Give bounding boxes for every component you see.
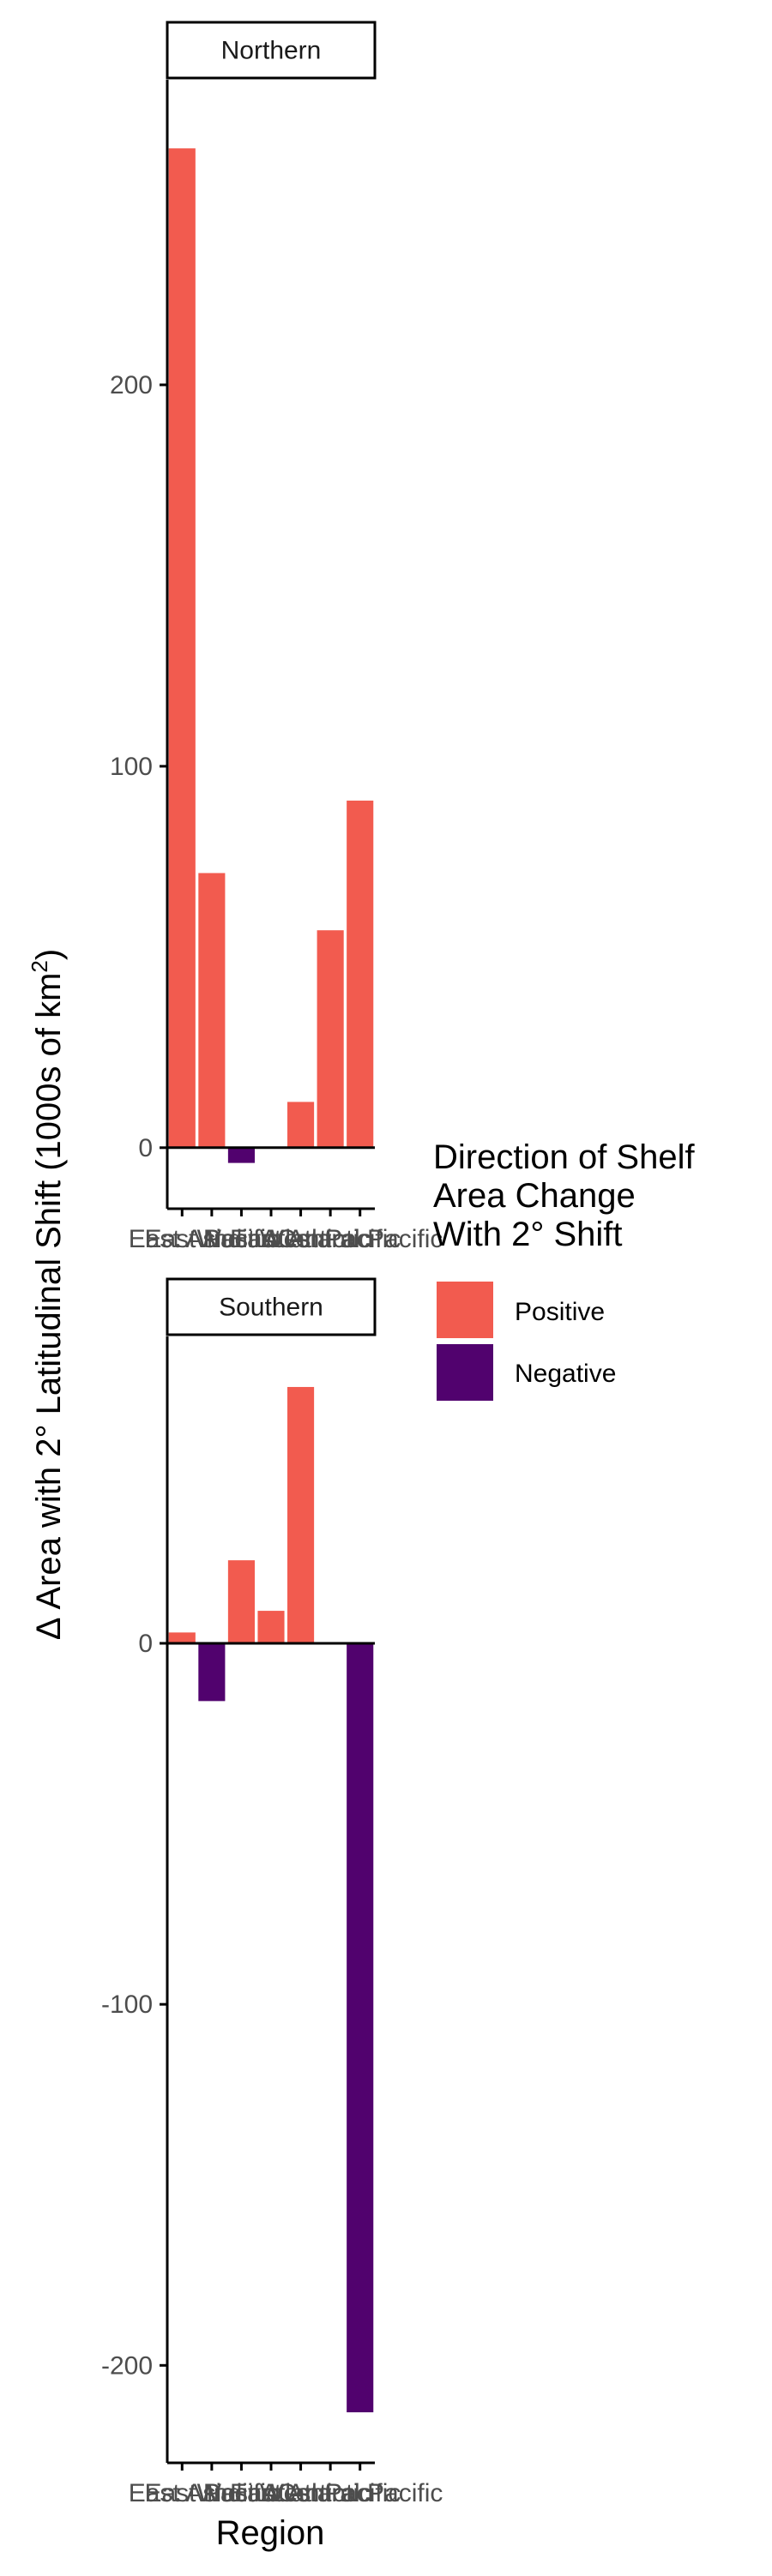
x-tick-label: East Asia bbox=[129, 1225, 236, 1253]
x-tick-label: West Pacific bbox=[260, 1225, 401, 1253]
facet-strip bbox=[166, 1277, 377, 1336]
x-tick-label: East Atlantic bbox=[230, 2479, 371, 2507]
x-tick-label: West Atlantic bbox=[197, 2479, 346, 2507]
y-axis-title-text: Δ Area with 2° Latitudinal Shift (1000s … bbox=[27, 949, 68, 1640]
bar-northern-4 bbox=[287, 1102, 315, 1148]
x-tick-label: West Pacific bbox=[260, 2479, 401, 2507]
x-tick-label: Indian bbox=[207, 2479, 277, 2507]
x-axis-title: Region bbox=[216, 2514, 325, 2552]
bar-southern-1 bbox=[198, 1642, 226, 1702]
x-tick-label: Central Pacific bbox=[277, 2479, 443, 2507]
bar-southern-3 bbox=[257, 1611, 285, 1643]
y-tick-label: 100 bbox=[110, 753, 153, 781]
x-tick-label: East Atlantic bbox=[230, 1225, 371, 1253]
y-axis-title: Δ Area with 2° Latitudinal Shift (1000s … bbox=[27, 949, 68, 1640]
bar-southern-2 bbox=[227, 1560, 255, 1643]
bar-southern-4 bbox=[287, 1386, 315, 1643]
legend: Direction of Shelf Area Change With 2° S… bbox=[433, 1138, 695, 1401]
facet-strip bbox=[166, 21, 377, 80]
bar-northern-0 bbox=[168, 148, 196, 1148]
y-tick-label: 0 bbox=[138, 1630, 153, 1658]
legend-label-positive: Positive bbox=[515, 1298, 605, 1326]
bar-northern-1 bbox=[198, 873, 226, 1148]
x-tick-label: Central Pacific bbox=[277, 1225, 443, 1253]
facet-strip-label: Southern bbox=[219, 1294, 323, 1322]
legend-title-line-3: With 2° Shift bbox=[433, 1216, 623, 1253]
y-tick-label: 200 bbox=[110, 371, 153, 399]
bar-northern-6 bbox=[347, 800, 374, 1148]
y-tick-label: 0 bbox=[138, 1134, 153, 1162]
legend-title-line-1: Direction of Shelf bbox=[433, 1138, 695, 1176]
facet-strip-label: Northern bbox=[221, 37, 322, 65]
x-tick-label: Indian bbox=[207, 1225, 277, 1253]
bar-northern-5 bbox=[317, 930, 344, 1148]
bar-southern-6 bbox=[347, 1642, 374, 2413]
legend-label-negative: Negative bbox=[515, 1360, 616, 1388]
y-tick-label: -200 bbox=[101, 2351, 153, 2380]
legend-key-positive bbox=[437, 1282, 493, 1338]
bar-northern-2 bbox=[227, 1147, 255, 1163]
x-tick-label: East Asia bbox=[129, 2479, 236, 2507]
x-tick-label: East Pacific bbox=[144, 1225, 279, 1253]
legend-key-negative bbox=[437, 1344, 493, 1401]
y-axis-title-superscript: 2 bbox=[27, 960, 52, 972]
y-tick-label: -100 bbox=[101, 1991, 153, 2019]
legend-title-line-2: Area Change bbox=[433, 1177, 636, 1215]
bar-southern-0 bbox=[168, 1632, 196, 1643]
x-tick-label: East Pacific bbox=[144, 2479, 279, 2507]
x-tick-label: West Atlantic bbox=[197, 1225, 346, 1253]
